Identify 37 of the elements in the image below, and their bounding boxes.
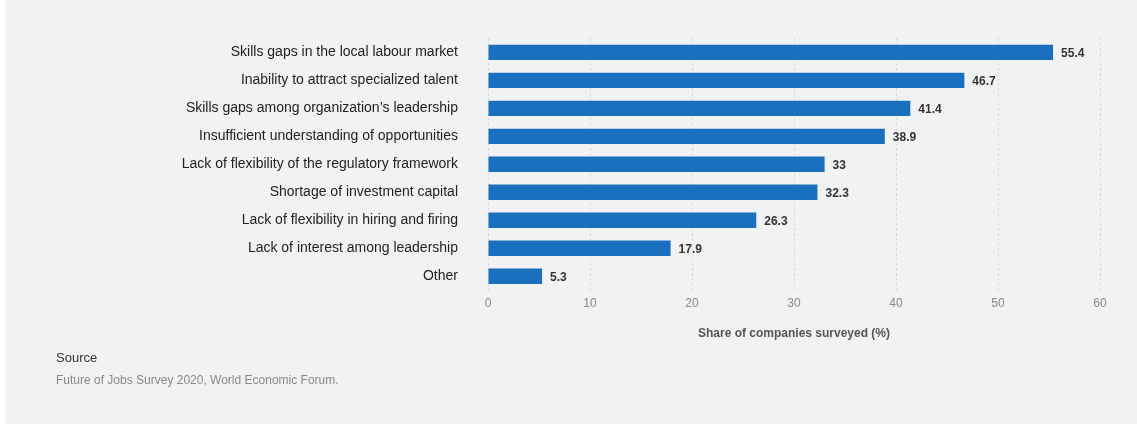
data-label: 33 bbox=[832, 157, 847, 172]
x-tick-label: 40 bbox=[889, 295, 903, 310]
bar bbox=[488, 184, 818, 200]
y-tick-label: Shortage of investment capital bbox=[269, 183, 458, 200]
y-tick-label: Lack of flexibility in hiring and firing bbox=[241, 211, 458, 228]
y-tick-label: Lack of interest among leadership bbox=[247, 239, 459, 256]
bar bbox=[488, 72, 965, 89]
text: Source bbox=[56, 350, 99, 365]
x-tick-label: 20 bbox=[685, 295, 699, 310]
x-tick-label: 10 bbox=[583, 295, 597, 310]
x-axis-title: Share of companies surveyed (%) bbox=[697, 326, 891, 341]
y-tick-label: Lack of flexibility of the regulatory framework bbox=[181, 155, 459, 172]
y-tick-label: Skills gaps among organization’s leadership bbox=[185, 99, 459, 116]
x-tick-label: 50 bbox=[991, 295, 1005, 310]
bar bbox=[488, 100, 911, 117]
y-tick-label: Skills gaps in the local labour market bbox=[230, 43, 459, 60]
data-label: 17.9 bbox=[678, 241, 703, 256]
data-label: 55.4 bbox=[1061, 45, 1085, 60]
x-tick-label: 30 bbox=[787, 295, 801, 310]
text: Future of Jobs Survey 2020, World Economic Forum. bbox=[56, 373, 339, 387]
data-label: 26.3 bbox=[764, 213, 788, 228]
bar bbox=[488, 268, 543, 284]
x-tick-label: 0 bbox=[484, 295, 492, 310]
bar bbox=[488, 212, 757, 228]
bar bbox=[488, 128, 885, 145]
y-tick-label: Other bbox=[422, 267, 459, 284]
bar bbox=[488, 240, 671, 256]
data-label: 38.9 bbox=[892, 129, 917, 144]
x-tick-label: 60 bbox=[1093, 295, 1107, 310]
data-label: 46.7 bbox=[972, 73, 997, 88]
data-label: 41.4 bbox=[918, 101, 942, 116]
data-label: 32.3 bbox=[825, 185, 850, 200]
y-tick-label: Inability to attract specialized talent bbox=[240, 71, 459, 88]
bar bbox=[488, 44, 1054, 61]
data-label: 5.3 bbox=[550, 269, 568, 284]
bar bbox=[488, 156, 825, 172]
y-tick-label: Insufficient understanding of opportunities bbox=[199, 127, 458, 144]
